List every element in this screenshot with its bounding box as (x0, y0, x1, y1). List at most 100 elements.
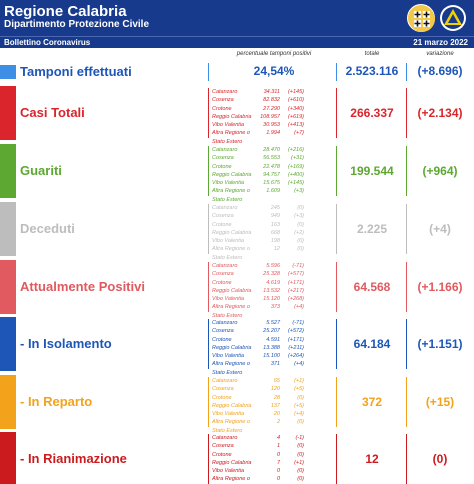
category-row: - In Rianimazione Catanzaro 4 (-1) Cosenza 1 (… (0, 432, 474, 484)
category-variation: (+1.166) (417, 280, 463, 294)
civil-protection-logo-icon (438, 4, 468, 32)
province-change: (+264) (287, 353, 304, 360)
province-line: Catanzaro 5.596 (-71) (212, 262, 304, 270)
province-name: Reggio Calabria (212, 402, 252, 409)
province-name: Reggio Calabria (212, 171, 252, 178)
province-line: Vibo Valentia 0 (0) (212, 467, 304, 475)
province-name: Crotone (212, 105, 232, 112)
province-name: Cosenza (212, 213, 234, 220)
province-change: (0) (297, 221, 304, 228)
bulletin-label: Bollettino Coronavirus (4, 38, 91, 47)
province-value: 5.596 (266, 263, 280, 269)
province-change: (+171) (287, 279, 304, 286)
province-change: (+2) (294, 229, 304, 236)
category-variation: (+2.134) (417, 106, 463, 120)
province-name: Catanzaro (212, 435, 238, 441)
province-change: (+216) (287, 147, 304, 153)
province-value: 120 (270, 386, 280, 393)
category-label: - In Isolamento (20, 336, 112, 351)
province-value: 65 (273, 378, 280, 384)
province-name: Vibo Valentia (212, 468, 245, 475)
province-change: (0) (297, 451, 304, 458)
province-line: Crotone 4.619 (+171) (212, 279, 304, 287)
bulletin-bar: Bollettino Coronavirus 21 marzo 2022 (0, 36, 474, 48)
category-color-swatch (0, 202, 16, 256)
province-change: (0) (297, 419, 304, 426)
province-value: 12 (273, 246, 280, 253)
province-line: Crotone 27.290 (+340) (212, 105, 304, 113)
category-color-swatch (0, 432, 16, 484)
province-line: Vibo Valentia 15.675 (+145) (212, 179, 304, 187)
province-name: Cosenza (212, 97, 234, 104)
province-line: Reggio Calabria 108.957 (+619) (212, 113, 304, 121)
province-value: 27.290 (263, 105, 280, 112)
province-change: (+610) (287, 97, 304, 104)
province-name: Catanzaro (212, 89, 238, 95)
province-value: 1 (276, 443, 280, 450)
province-name: Catanzaro (212, 147, 238, 153)
province-name: Reggio Calabria (212, 459, 252, 466)
column-header-total: totale (364, 51, 380, 57)
province-value: 7 (276, 459, 280, 466)
province-name: Vibo Valentia (212, 180, 245, 187)
province-line: Reggio Calabria 13.388 (+211) (212, 344, 304, 352)
province-change: (0) (297, 476, 304, 483)
province-line: Altra Regione o Stato Estero 371 (+4) (212, 360, 304, 377)
province-change: (+1) (294, 378, 304, 384)
province-line: Reggio Calabria 94.757 (+400) (212, 171, 304, 179)
province-name: Crotone (212, 336, 232, 343)
category-variation: (+4) (429, 222, 451, 236)
province-name: Reggio Calabria (212, 229, 252, 236)
province-line: Vibo Valentia 15.100 (+264) (212, 352, 304, 360)
category-row: Deceduti Catanzaro 245 (0) Cosenza 949 (+3) Cro… (0, 202, 474, 261)
category-variation: (+964) (422, 164, 458, 178)
province-change: (+577) (287, 271, 304, 278)
province-name: Crotone (212, 279, 232, 286)
province-line: Crotone 4.591 (+171) (212, 336, 304, 344)
province-value: 0 (276, 476, 280, 483)
page-subtitle: Dipartimento Protezione Civile (4, 19, 150, 30)
province-change: (+211) (288, 344, 304, 351)
province-change: (+400) (287, 171, 304, 178)
province-value: 15.120 (263, 296, 280, 303)
province-name: Crotone (212, 394, 232, 401)
province-line: Catanzaro 4 (-1) (212, 434, 304, 442)
province-value: 2 (276, 419, 280, 426)
province-change: (+171) (287, 336, 304, 343)
tamponi-total: 2.523.116 (345, 64, 399, 78)
province-name: Altra Regione o Stato Estero (212, 188, 250, 203)
province-value: 4.619 (266, 279, 280, 286)
header-bar: Regione Calabria Dipartimento Protezione… (0, 0, 474, 36)
province-name: Altra Regione o Stato Estero (212, 419, 250, 434)
category-color-swatch (0, 375, 16, 429)
province-name: Crotone (212, 163, 232, 170)
province-change: (+1) (294, 459, 304, 466)
province-line: Altra Regione o Stato Estero 1.994 (+7) (212, 129, 304, 146)
province-name: Vibo Valentia (212, 296, 245, 303)
province-change: (+5) (294, 386, 304, 393)
province-value: 373 (270, 304, 280, 311)
category-total: 266.337 (350, 106, 394, 120)
province-change: (0) (297, 394, 304, 401)
province-name: Vibo Valentia (212, 122, 245, 129)
province-name: Reggio Calabria (212, 344, 252, 351)
province-line: Reggio Calabria 13.532 (+217) (212, 287, 304, 295)
category-total: 64.184 (353, 337, 391, 351)
province-line: Catanzaro 5.527 (-71) (212, 319, 304, 327)
province-value: 4 (276, 435, 280, 441)
province-value: 198 (270, 238, 280, 245)
province-value: 28.470 (263, 147, 280, 153)
province-name: Altra Regione o Stato Estero (212, 476, 250, 483)
column-header-percent: percentuale tamponi positivi (236, 51, 312, 57)
province-value: 949 (270, 213, 280, 220)
province-value: 30.953 (263, 122, 280, 129)
province-change: (0) (297, 443, 304, 450)
category-variation: (0) (432, 452, 448, 466)
province-value: 5.527 (266, 320, 280, 326)
province-value: 15.675 (263, 180, 280, 187)
province-name: Altra Regione o Stato Estero (212, 304, 250, 319)
province-name: Reggio Calabria (212, 113, 252, 120)
category-variation: (+15) (425, 395, 455, 409)
page-title: Regione Calabria (4, 3, 127, 20)
province-change: (-1) (295, 435, 304, 441)
